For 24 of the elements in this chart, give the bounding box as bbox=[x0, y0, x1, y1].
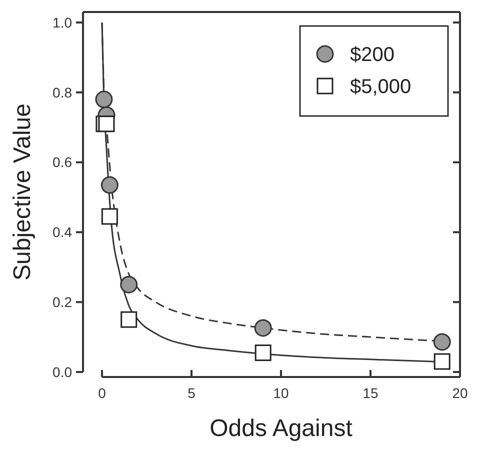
point bbox=[100, 176, 118, 194]
point bbox=[101, 208, 118, 225]
x-tick-label: 10 bbox=[273, 385, 289, 401]
legend-label: $5,000 bbox=[350, 76, 412, 98]
x-tick-label: 15 bbox=[362, 385, 378, 401]
point bbox=[254, 344, 272, 362]
x-tick-label: 20 bbox=[452, 385, 468, 401]
point bbox=[254, 319, 272, 337]
point bbox=[120, 311, 138, 328]
y-tick-label: 0.8 bbox=[52, 84, 72, 100]
legend-label: $200 bbox=[350, 44, 394, 66]
point bbox=[434, 353, 450, 370]
point bbox=[433, 333, 451, 351]
y-tick-label: 0.6 bbox=[52, 154, 72, 170]
y-tick-label: 1.0 bbox=[52, 14, 72, 30]
point bbox=[95, 90, 113, 108]
y-tick-label: 0.4 bbox=[52, 224, 72, 240]
y-tick-label: 0.0 bbox=[52, 364, 72, 380]
y-tick-label: 0.2 bbox=[52, 294, 72, 310]
y-axis-title: Subjective Value bbox=[9, 104, 36, 280]
x-tick-label: 5 bbox=[188, 385, 196, 401]
x-tick-label: 0 bbox=[98, 385, 106, 401]
x-axis-title: Odds Against bbox=[210, 415, 353, 442]
point bbox=[120, 276, 138, 294]
